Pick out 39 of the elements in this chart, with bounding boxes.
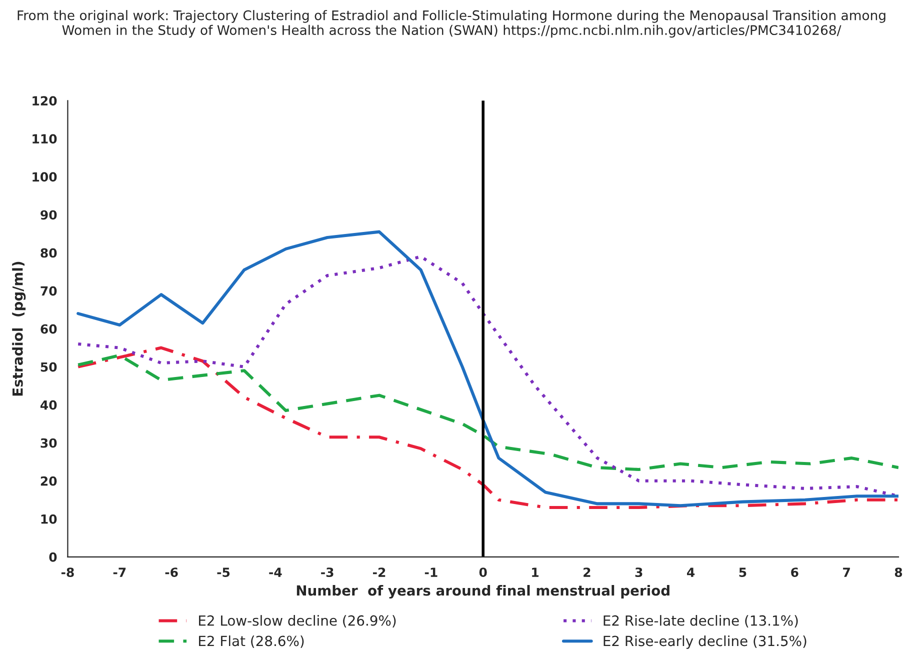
y-tick-label: 30 (40, 438, 57, 448)
y-tick-label: 80 (40, 248, 57, 258)
x-tick-label: -3 (321, 568, 334, 578)
x-tick-label: 8 (894, 568, 902, 578)
x-tick-label: -8 (61, 568, 74, 578)
y-tick-label: 90 (40, 210, 57, 220)
y-tick-label: 110 (32, 134, 57, 144)
y-tick-label: 50 (40, 362, 57, 372)
line-series (76, 354, 898, 472)
x-tick-label: 3 (635, 568, 642, 578)
y-tick-label: 20 (40, 476, 57, 486)
x-tick-label: -4 (269, 568, 282, 577)
y-axis-title: Estradiol (pg/ml) (12, 262, 26, 396)
x-tick-label: -2 (372, 568, 386, 577)
legend-label: E2 Rise-early decline (31.5%) (604, 635, 806, 649)
y-tick-label: 120 (32, 96, 57, 106)
x-tick-label: 6 (791, 568, 798, 578)
y-tick-label: 40 (40, 400, 57, 410)
y-tick-label: 60 (40, 324, 57, 334)
legend-label: E2 Low-slow decline (26.9%) (199, 615, 396, 628)
x-axis-title: Number of years around final menstrual period (296, 585, 670, 599)
x-tick-label: 5 (739, 568, 746, 578)
y-tick-label: 100 (32, 172, 57, 182)
x-tick-label: 1 (532, 568, 539, 577)
x-tick-label: 4 (687, 568, 695, 577)
x-tick-label: -1 (424, 568, 438, 577)
x-tick-label: 0 (479, 568, 487, 578)
x-tick-label: -6 (165, 568, 178, 578)
line-series (76, 346, 898, 510)
legend-label: E2 Rise-late decline (13.1%) (604, 615, 798, 628)
y-tick-label: 0 (49, 552, 57, 562)
x-tick-label: 7 (843, 568, 850, 577)
y-tick-label: 70 (40, 286, 57, 296)
chart-title: From the original work: Trajectory Clustering of Estradiol and Follicle-Stimulating Hormone during the Menopausal Transition among Women in the Study of Women's Health across the Nation (SWAN) https://pmc.ncbi.nlm.nih.gov/articles/PMC3410268/ (18, 10, 886, 38)
x-tick-label: -7 (113, 568, 126, 577)
legend-label: E2 Flat (28.6%) (199, 635, 304, 648)
y-tick-label: 10 (41, 514, 57, 524)
x-tick-label: 2 (584, 568, 590, 577)
x-tick-label: -5 (217, 568, 230, 578)
